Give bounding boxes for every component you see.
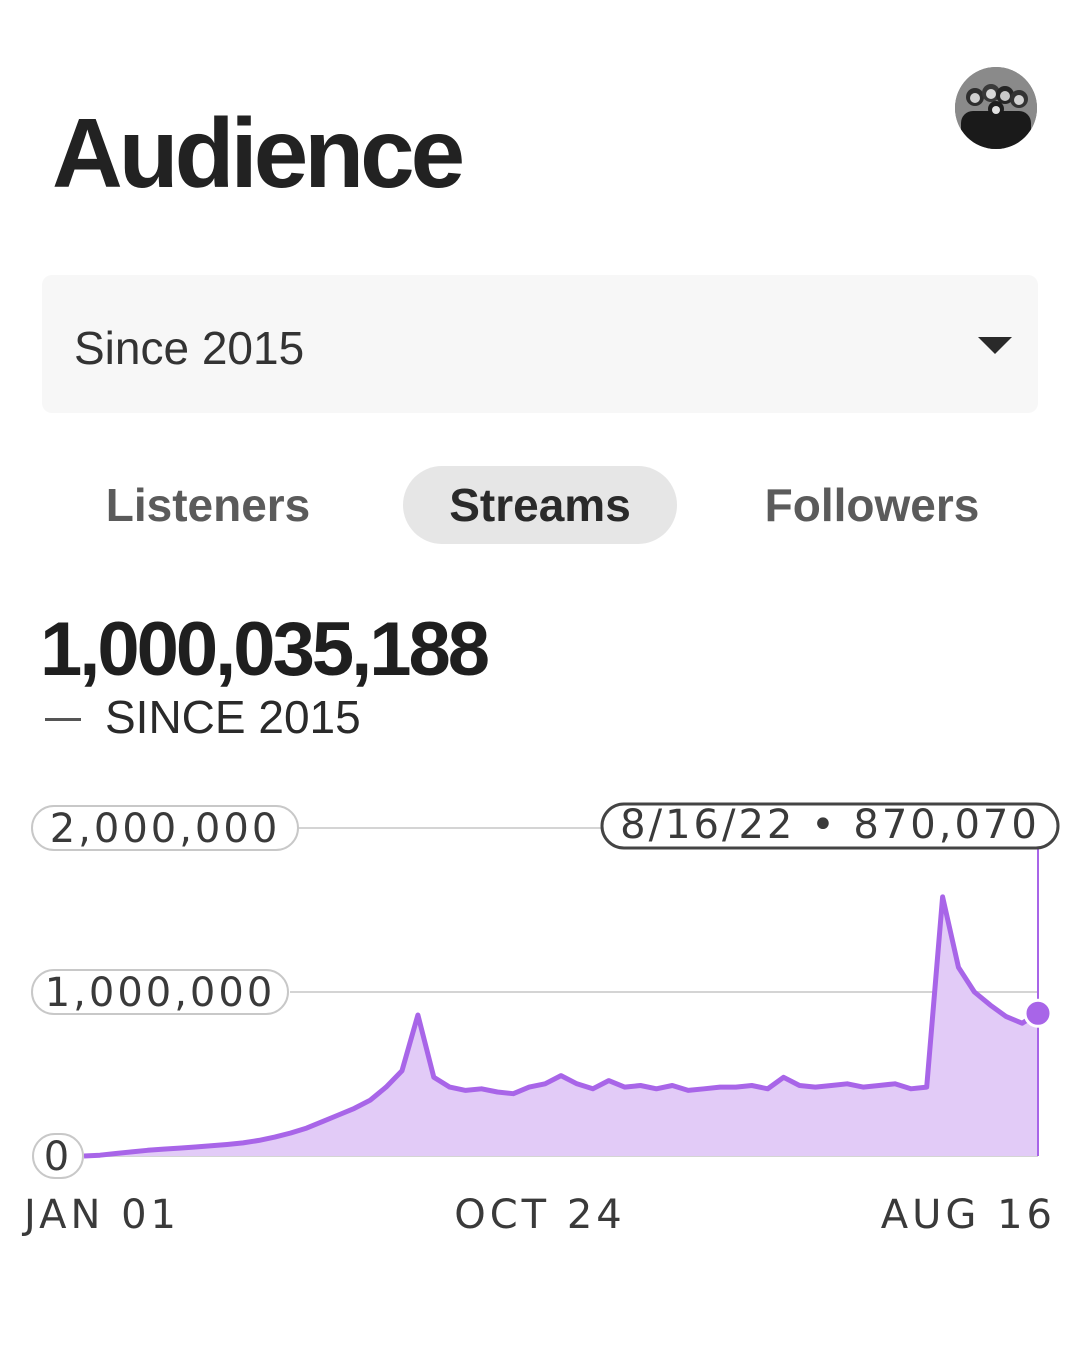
metric-tabs: Listeners Streams Followers bbox=[0, 466, 1080, 546]
tab-followers[interactable]: Followers bbox=[764, 479, 980, 531]
legend-label: SINCE 2015 bbox=[105, 691, 361, 743]
streams-chart[interactable]: 2,000,000 1,000,000 0 8/16/22 • 870,070 JAN … bbox=[0, 790, 1080, 1250]
y-tick-label: 1,000,000 bbox=[45, 970, 276, 1016]
x-tick-label: AUG 16 bbox=[881, 1192, 1056, 1238]
y-tick-label: 2,000,000 bbox=[50, 806, 281, 852]
avatar-photo-icon bbox=[955, 67, 1037, 149]
series-area bbox=[84, 896, 1038, 1156]
tooltip-pill bbox=[600, 802, 1060, 850]
caret-down-icon bbox=[978, 337, 1012, 354]
tab-streams[interactable]: Streams bbox=[403, 466, 677, 544]
date-range-select[interactable]: Since 2015 bbox=[42, 275, 1038, 413]
tooltip-label: 8/16/22 • 870,070 bbox=[620, 802, 1040, 848]
profile-avatar[interactable] bbox=[955, 67, 1037, 149]
y-tick-pill bbox=[32, 1133, 84, 1179]
tab-listeners[interactable]: Listeners bbox=[105, 479, 311, 531]
y-tick-pill bbox=[31, 805, 299, 851]
y-tick-label: 0 bbox=[44, 1134, 72, 1180]
highlighted-point bbox=[1023, 998, 1053, 1028]
x-tick-label: OCT 24 bbox=[454, 1192, 625, 1238]
series-line bbox=[83, 894, 1040, 1159]
y-tick-pill bbox=[31, 969, 289, 1015]
x-tick-label: JAN 01 bbox=[21, 1192, 180, 1238]
page-title: Audience bbox=[52, 98, 465, 208]
date-range-value: Since 2015 bbox=[74, 322, 305, 374]
legend-line-swatch bbox=[45, 718, 81, 721]
total-streams: 1,000,035,188 bbox=[40, 607, 490, 692]
